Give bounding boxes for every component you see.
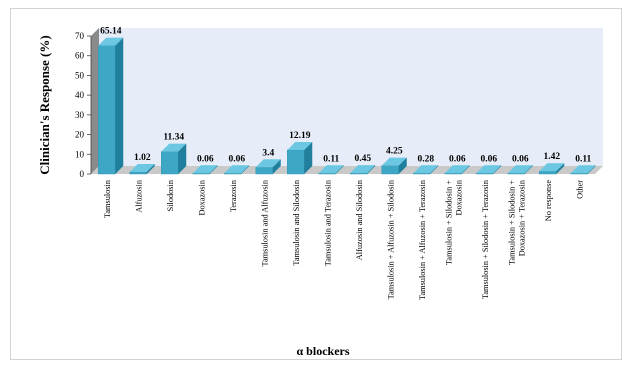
- bar-top: [476, 165, 502, 174]
- data-label: 1.42: [543, 152, 560, 162]
- bar-top: [287, 141, 313, 150]
- bar-front: [350, 172, 368, 175]
- y-axis-side-wall: [91, 28, 99, 174]
- bar-top: [98, 37, 124, 46]
- bar-side: [304, 141, 313, 174]
- x-tick-label: Tamsulosin + Alfuzosin + Silodosin: [386, 179, 395, 299]
- bar-top: [350, 165, 376, 174]
- x-tick-label: Tamsulosin + Silodosin + Terazosin: [481, 179, 490, 299]
- bar-front: [255, 167, 273, 175]
- x-tick-label: Other: [575, 180, 584, 199]
- bar-side: [335, 165, 344, 174]
- data-label: 0.11: [575, 154, 591, 164]
- bar-top: [161, 143, 187, 152]
- bar-side: [493, 165, 502, 174]
- bar-front: [539, 171, 557, 175]
- data-label: 0.06: [480, 154, 497, 164]
- chart-frame: 0 10 20 30 40 50 60 70 Clinician's Response (%) 6…: [10, 8, 622, 360]
- data-label: 0.06: [228, 154, 245, 164]
- x-tick-label: Doxazosin + Terazosin: [517, 179, 526, 256]
- bar-side: [398, 157, 407, 174]
- bar-front: [507, 173, 525, 175]
- x-tick-label: Doxazosin: [197, 179, 206, 215]
- bar-top: [570, 165, 596, 174]
- y-tick-label: 60: [75, 51, 85, 61]
- bar-front: [476, 173, 494, 175]
- x-tick-label: Alfuzosin and Silodosin: [355, 179, 364, 260]
- bar-top: [129, 163, 155, 172]
- data-label: 4.25: [386, 147, 403, 157]
- bar-side: [461, 165, 470, 174]
- x-tick-label: Doxazosin: [454, 179, 463, 215]
- bar-chart: 0 10 20 30 40 50 60 70 Clinician's Response (%) 6…: [37, 27, 603, 358]
- bar-front: [98, 45, 116, 175]
- bar-top: [224, 165, 250, 174]
- bar-side: [367, 165, 376, 174]
- bar-side: [556, 163, 565, 174]
- data-label: 65.14: [100, 27, 122, 37]
- bar-front: [318, 173, 336, 175]
- y-tick-label: 40: [75, 90, 85, 100]
- x-tick-label: Silodosin: [166, 179, 175, 211]
- bar-front: [224, 173, 242, 175]
- bar-top: [444, 165, 470, 174]
- plot-back-wall: [99, 28, 603, 166]
- data-label: 11.34: [163, 133, 184, 143]
- bar-side: [146, 163, 155, 174]
- bar-front: [129, 171, 147, 175]
- data-label: 0.11: [323, 154, 339, 164]
- bar-top: [507, 165, 533, 174]
- bar-front: [287, 149, 305, 175]
- x-tick-label: Tamsulosin and Silodosin: [292, 179, 301, 265]
- data-label: 3.4: [262, 148, 274, 158]
- bar-front: [192, 173, 210, 175]
- x-tick-label: Terazosin: [229, 179, 238, 212]
- data-label: 0.45: [354, 154, 371, 164]
- bar-side: [587, 165, 596, 174]
- y-tick-label: 10: [75, 149, 85, 159]
- bar-side: [430, 165, 439, 174]
- y-tick-label: 70: [75, 31, 85, 41]
- data-label: 0.06: [512, 154, 529, 164]
- bar-front: [161, 151, 179, 175]
- bar-side: [209, 165, 218, 174]
- plot-floor: [91, 166, 603, 174]
- bar-top: [318, 165, 344, 174]
- bar-top: [255, 159, 281, 168]
- data-label: 12.19: [289, 131, 311, 141]
- bar-front: [444, 173, 462, 175]
- bar-side: [241, 165, 250, 174]
- x-tick-label: Tamsulosin + Silodosin +: [507, 180, 516, 265]
- bar-front: [570, 173, 588, 175]
- bar-front: [413, 173, 431, 175]
- y-axis-title: Clinician's Response (%): [37, 35, 52, 174]
- x-tick-label: No response: [544, 180, 553, 222]
- x-tick-label: Alfuzosin: [134, 179, 143, 213]
- data-label: 0.06: [197, 154, 214, 164]
- x-tick-label: Tamsulosin + Alfuzosin + Terazosin: [418, 179, 427, 300]
- y-tick-label: 0: [80, 169, 85, 179]
- bar-front: [381, 165, 399, 175]
- bar-side: [272, 159, 281, 174]
- x-tick-label: Tamsulosin and Terazosin: [323, 179, 332, 266]
- bar-side: [524, 165, 533, 174]
- y-tick-label: 20: [75, 130, 85, 140]
- data-label: 0.06: [449, 154, 466, 164]
- x-tick-label: Tamsulosin + Silodosin +: [444, 180, 453, 265]
- bar-side: [115, 37, 124, 174]
- bar-side: [178, 143, 187, 174]
- y-tick-label: 50: [75, 70, 85, 80]
- bar-top: [192, 165, 218, 174]
- x-axis-title: α blockers: [296, 344, 349, 358]
- bar-top: [381, 157, 407, 166]
- data-label: 0.28: [417, 154, 434, 164]
- x-tick-label: Tamsulosin and Alfuzosin: [260, 179, 269, 266]
- bar-top: [539, 163, 565, 172]
- data-label: 1.02: [134, 153, 151, 163]
- x-tick-label: Tamsulosin: [103, 179, 112, 218]
- bar-top: [413, 165, 439, 174]
- y-tick-label: 30: [75, 110, 85, 120]
